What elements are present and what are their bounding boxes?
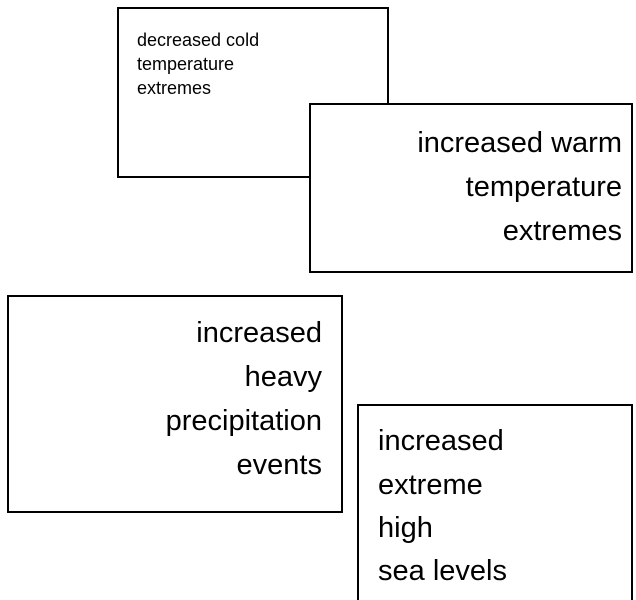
box-text: extreme <box>378 469 483 501</box>
box-text: increased <box>196 317 322 349</box>
box-text: extremes <box>137 78 211 98</box>
box-text: extremes <box>503 215 622 247</box>
box-frame <box>309 103 633 273</box>
box-heavy-precipitation: increased heavy precipitation events <box>7 295 343 513</box>
box-text: precipitation <box>166 405 322 437</box>
box-frame <box>7 295 343 513</box>
box-text: heavy <box>245 361 323 393</box>
box-text: increased warm <box>417 127 622 159</box>
box-text: sea levels <box>378 555 507 587</box>
box-text: events <box>237 449 322 481</box>
box-text: temperature <box>466 171 622 203</box>
box-decreased-cold: decreased cold temperature extremes <box>117 7 389 178</box>
box-sea-levels: increased extreme high sea levels <box>357 404 633 600</box>
box-text: increased <box>378 425 504 457</box>
box-increased-warm: increased warm temperature extremes <box>309 103 633 273</box>
box-text: high <box>378 512 433 544</box>
box-frame <box>357 404 633 600</box>
box-text: decreased cold <box>137 30 259 50</box>
box-text: temperature <box>137 54 234 74</box>
